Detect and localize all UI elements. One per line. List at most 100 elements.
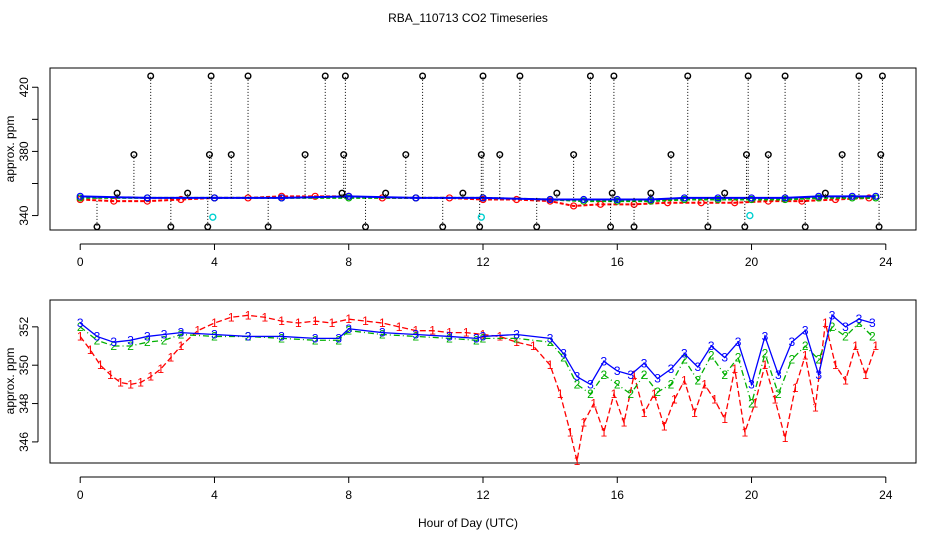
series-marker-2: 2	[574, 377, 581, 391]
spike-point	[533, 223, 541, 231]
series-marker-3: 3	[802, 324, 809, 338]
series-marker-1: 1	[792, 381, 799, 395]
series-marker-3: 3	[245, 329, 252, 343]
spike-point	[419, 72, 427, 80]
y-tick-label: 348	[17, 393, 31, 413]
spike-point	[553, 189, 561, 197]
spike-point	[608, 189, 616, 197]
series-marker-3: 3	[829, 308, 836, 322]
series-marker-1: 1	[822, 316, 829, 330]
series-marker-2: 2	[335, 333, 342, 347]
series-marker-1: 1	[278, 314, 285, 328]
series-marker-2: 2	[587, 387, 594, 401]
spike-point	[878, 72, 886, 80]
series-marker-3: 3	[513, 328, 520, 342]
series-marker-1: 1	[812, 400, 819, 414]
spike-point	[205, 151, 213, 159]
series-marker-1: 1	[446, 326, 453, 340]
spike-point	[130, 151, 138, 159]
series-line-3	[79, 314, 873, 387]
series-marker-3: 3	[600, 354, 607, 368]
series-marker-2: 2	[748, 397, 755, 411]
series-marker-1: 1	[77, 329, 84, 343]
series-marker-1: 1	[147, 370, 154, 384]
series-point-line3	[848, 192, 856, 200]
series-marker-3: 3	[413, 328, 420, 342]
spike-point	[362, 223, 370, 231]
series-marker-1: 1	[600, 425, 607, 439]
outlier-point	[209, 213, 217, 221]
series-marker-2: 2	[600, 368, 607, 382]
series-marker-1: 1	[752, 397, 759, 411]
series-marker-1: 1	[463, 326, 470, 340]
series-marker-3: 3	[815, 368, 822, 382]
series-marker-2: 2	[668, 377, 675, 391]
series-marker-1: 1	[167, 351, 174, 365]
series-marker-3: 3	[587, 377, 594, 391]
series-marker-3: 3	[788, 335, 795, 349]
series-marker-2: 2	[473, 333, 480, 347]
series-marker-2: 2	[815, 352, 822, 366]
series-marker-1: 1	[832, 358, 839, 372]
series-line-line3	[80, 195, 876, 201]
series-marker-3: 3	[178, 326, 185, 340]
series-marker-2: 2	[708, 349, 715, 363]
series-marker-1: 1	[631, 368, 638, 382]
series-marker-2: 2	[721, 368, 728, 382]
series-point-line3	[345, 192, 353, 200]
series-marker-1: 1	[429, 324, 436, 338]
series-marker-2: 2	[379, 328, 386, 342]
spike-point	[855, 72, 863, 80]
series-marker-1: 1	[691, 406, 698, 420]
series-marker-3: 3	[641, 356, 648, 370]
series-marker-2: 2	[446, 331, 453, 345]
series-marker-3: 3	[110, 335, 117, 349]
spike-point	[744, 72, 752, 80]
series-marker-2: 2	[735, 351, 742, 365]
series-marker-3: 3	[869, 316, 876, 330]
series-marker-3: 3	[574, 370, 581, 384]
series-marker-3: 3	[94, 329, 101, 343]
series-marker-1: 1	[496, 329, 503, 343]
spike-point	[741, 223, 749, 231]
spike-point	[477, 151, 485, 159]
series-marker-2: 2	[775, 387, 782, 401]
x-tick-label: 0	[77, 488, 84, 502]
series-marker-3: 3	[144, 329, 151, 343]
bottom-plot-frame	[49, 299, 917, 464]
spike-point	[479, 72, 487, 80]
x-tick-label: 0	[77, 255, 84, 269]
series-marker-3: 3	[762, 329, 769, 343]
series-marker-1: 1	[413, 324, 420, 338]
series-point-line3	[872, 192, 880, 200]
x-tick-label: 12	[476, 488, 490, 502]
spike-point	[93, 223, 101, 231]
series-marker-1: 1	[762, 358, 769, 372]
series-marker-2: 2	[178, 328, 185, 342]
series-marker-1: 1	[621, 416, 628, 430]
series-marker-3: 3	[735, 335, 742, 349]
series-marker-1: 1	[721, 412, 728, 426]
series-marker-1: 1	[379, 316, 386, 330]
series-marker-3: 3	[211, 328, 218, 342]
spike-point	[338, 189, 346, 197]
series-marker-3: 3	[856, 312, 863, 326]
outlier-point	[746, 211, 754, 220]
series-marker-1: 1	[97, 358, 104, 372]
series-marker-3: 3	[379, 326, 386, 340]
series-marker-3: 3	[708, 339, 715, 353]
outlier-point	[477, 213, 486, 221]
series-marker-3: 3	[77, 316, 84, 330]
x-tick-label: 24	[879, 488, 893, 502]
top-x-axis: 0 4 8 12 16 20 24	[77, 243, 893, 269]
spike-point	[301, 151, 309, 159]
spike-point	[341, 72, 349, 80]
series-marker-3: 3	[748, 377, 755, 391]
series-marker-3: 3	[278, 329, 285, 343]
spike-point	[647, 189, 655, 197]
spike-point	[630, 223, 638, 231]
series-marker-2: 2	[547, 335, 554, 349]
series-marker-1: 1	[127, 377, 134, 391]
spike-point	[764, 151, 772, 159]
series-marker-1: 1	[842, 374, 849, 388]
